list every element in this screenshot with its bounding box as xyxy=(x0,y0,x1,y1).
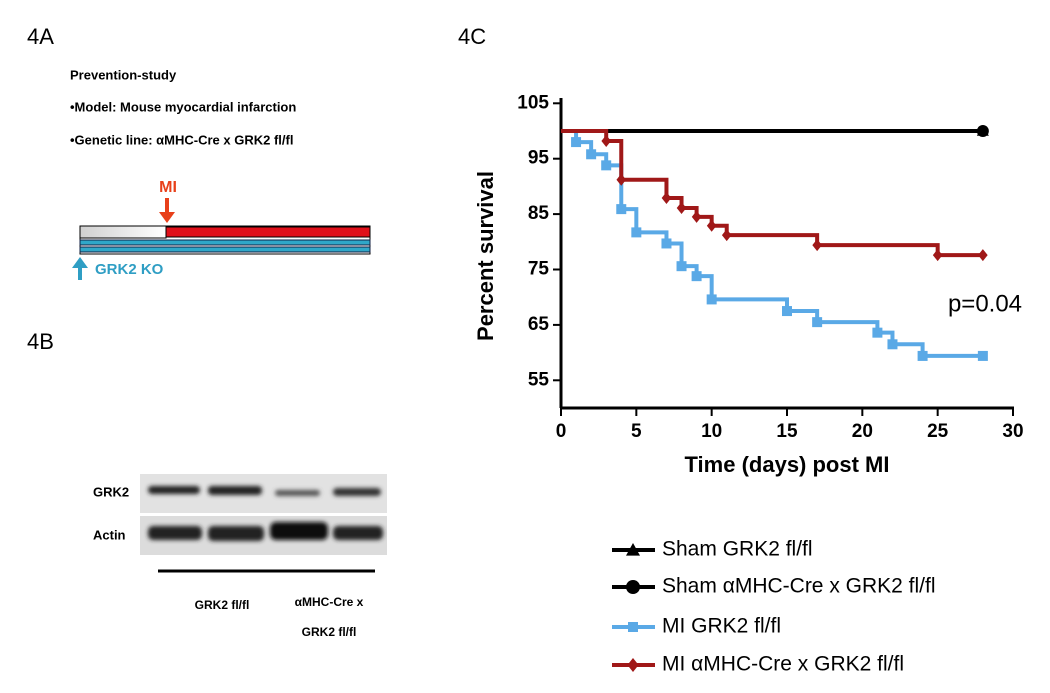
p-value: p=0.04 xyxy=(948,290,1022,317)
group-label: GRK2 fl/fl xyxy=(302,625,357,639)
marker xyxy=(977,350,988,361)
x-tick-label: 10 xyxy=(701,421,722,442)
marker xyxy=(676,202,687,215)
marker xyxy=(887,339,898,350)
study-text: •Model: Mouse myocardial infarction xyxy=(70,99,296,114)
marker xyxy=(627,658,639,672)
marker xyxy=(628,622,638,632)
x-tick-label: 20 xyxy=(852,421,873,442)
y-tick-label: 65 xyxy=(528,314,550,335)
ko-label: GRK2 KO xyxy=(95,261,164,278)
marker xyxy=(601,134,611,147)
marker xyxy=(932,249,943,262)
x-tick-label: 5 xyxy=(631,421,642,442)
marker xyxy=(571,137,582,148)
marker xyxy=(626,543,640,556)
marker xyxy=(626,580,640,594)
y-tick-label: 75 xyxy=(528,259,550,280)
marker xyxy=(601,160,612,171)
y-tick-label: 55 xyxy=(528,369,550,390)
legend-label: MI αMHC-Cre x GRK2 fl/fl xyxy=(662,653,904,676)
x-axis-label: Time (days) post MI xyxy=(685,452,890,477)
panel-label: 4A xyxy=(27,24,54,49)
marker xyxy=(976,125,989,137)
x-tick-label: 15 xyxy=(776,421,798,442)
marker xyxy=(691,271,702,282)
marker xyxy=(676,261,687,272)
marker xyxy=(978,249,988,262)
y-tick-label: 95 xyxy=(528,148,550,169)
timeline-diagram xyxy=(72,198,371,280)
y-tick-label: 105 xyxy=(517,92,549,113)
blot-row-label: Actin xyxy=(93,527,126,542)
marker xyxy=(631,227,642,238)
marker xyxy=(812,239,822,252)
x-tick-label: 25 xyxy=(927,421,949,442)
marker xyxy=(661,238,672,249)
panel-label: 4B xyxy=(27,329,54,354)
y-tick-label: 85 xyxy=(528,203,550,224)
x-tick-label: 30 xyxy=(1002,421,1023,442)
marker xyxy=(812,317,823,328)
marker xyxy=(782,306,792,317)
y-axis-label: Percent survival xyxy=(473,171,498,341)
mi-label: MI xyxy=(159,179,177,196)
study-text: Prevention-study xyxy=(70,67,177,82)
legend-label: MI GRK2 fl/fl xyxy=(662,615,781,638)
study-text: •Genetic line: αMHC-Cre x GRK2 fl/fl xyxy=(70,132,293,147)
survival-line xyxy=(561,129,983,258)
marker xyxy=(586,149,597,160)
marker xyxy=(706,294,717,305)
group-label: GRK2 fl/fl xyxy=(195,598,250,612)
legend-label: Sham αMHC-Cre x GRK2 fl/fl xyxy=(662,575,936,598)
x-tick-label: 0 xyxy=(556,421,567,442)
marker xyxy=(616,204,627,215)
western-blot xyxy=(140,474,387,573)
group-label: αMHC-Cre x xyxy=(295,595,364,609)
marker xyxy=(721,229,732,242)
chart-title: 4C xyxy=(458,24,486,49)
marker xyxy=(917,350,928,361)
marker xyxy=(691,210,702,223)
legend-label: Sham GRK2 fl/fl xyxy=(662,538,813,561)
marker xyxy=(616,173,627,186)
marker xyxy=(706,219,717,232)
marker xyxy=(872,327,883,338)
marker xyxy=(661,192,672,205)
blot-row-label: GRK2 xyxy=(93,484,129,499)
